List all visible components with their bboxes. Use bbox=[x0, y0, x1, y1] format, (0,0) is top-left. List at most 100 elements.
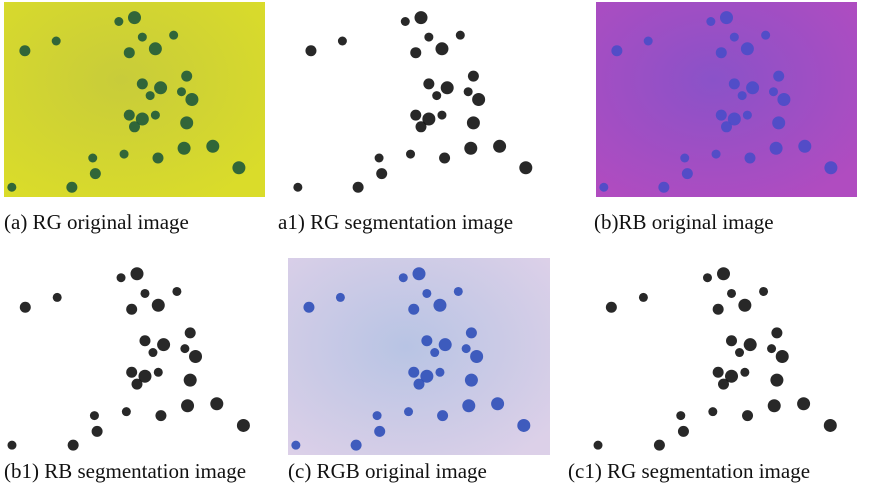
cell bbox=[432, 91, 441, 100]
cell bbox=[772, 116, 785, 129]
cell bbox=[767, 344, 776, 353]
cell bbox=[421, 335, 432, 346]
cell bbox=[416, 121, 427, 132]
cell bbox=[770, 374, 783, 387]
cell bbox=[169, 31, 178, 40]
cell bbox=[151, 111, 160, 120]
cell bbox=[152, 153, 163, 164]
cell bbox=[742, 410, 753, 421]
cell bbox=[140, 289, 149, 298]
cell bbox=[717, 267, 730, 280]
panel-caption: (c1) RG segmentation image bbox=[568, 459, 810, 483]
panel-image bbox=[590, 258, 857, 455]
cell bbox=[740, 368, 749, 377]
cell bbox=[68, 440, 79, 451]
cell bbox=[408, 367, 419, 378]
cell bbox=[410, 110, 421, 121]
cell bbox=[680, 154, 689, 163]
cell bbox=[120, 150, 129, 159]
figure-panel: (a) RG original image bbox=[4, 2, 265, 234]
cell bbox=[464, 87, 473, 96]
cell bbox=[374, 426, 385, 437]
cell bbox=[644, 37, 653, 46]
cell bbox=[180, 116, 193, 129]
cell bbox=[611, 45, 622, 56]
cell bbox=[351, 440, 362, 451]
panel-caption: a1) RG segmentation image bbox=[278, 210, 513, 234]
cell bbox=[126, 304, 137, 315]
cell bbox=[124, 47, 135, 58]
cell bbox=[178, 142, 191, 155]
cell bbox=[353, 182, 364, 193]
cell bbox=[713, 367, 724, 378]
cell bbox=[730, 33, 739, 42]
cell bbox=[491, 397, 504, 410]
cell bbox=[594, 441, 603, 450]
cell bbox=[152, 299, 165, 312]
cell bbox=[824, 161, 837, 174]
cell bbox=[129, 121, 140, 132]
cell bbox=[761, 31, 770, 40]
cell bbox=[720, 11, 733, 24]
cell bbox=[468, 71, 479, 82]
cell bbox=[713, 304, 724, 315]
cell bbox=[415, 11, 428, 24]
cell bbox=[703, 273, 712, 282]
cell bbox=[716, 47, 727, 58]
cell bbox=[114, 17, 123, 26]
cell bbox=[744, 153, 755, 164]
cell bbox=[66, 182, 77, 193]
cell bbox=[776, 350, 789, 363]
panel-caption: (b)RB original image bbox=[594, 210, 774, 234]
cell bbox=[727, 289, 736, 298]
cell bbox=[746, 81, 759, 94]
cell bbox=[413, 267, 426, 280]
cell bbox=[399, 273, 408, 282]
cell bbox=[437, 410, 448, 421]
cell bbox=[90, 168, 101, 179]
cell bbox=[126, 367, 137, 378]
cell bbox=[721, 121, 732, 132]
cell bbox=[678, 426, 689, 437]
cell bbox=[517, 419, 530, 432]
cell bbox=[139, 335, 150, 346]
cell bbox=[435, 368, 444, 377]
cell bbox=[706, 17, 715, 26]
cell bbox=[433, 299, 446, 312]
cell bbox=[305, 45, 316, 56]
figure-panel: (b)RB original image bbox=[594, 2, 857, 234]
cell bbox=[824, 419, 837, 432]
cell bbox=[744, 338, 757, 351]
cell bbox=[20, 302, 31, 313]
cell bbox=[184, 374, 197, 387]
cell bbox=[435, 42, 448, 55]
cell bbox=[131, 267, 144, 280]
cell bbox=[172, 287, 181, 296]
cell bbox=[606, 302, 617, 313]
cell bbox=[53, 293, 62, 302]
cell bbox=[404, 407, 413, 416]
cell bbox=[185, 327, 196, 338]
cell bbox=[738, 299, 751, 312]
cell bbox=[708, 407, 717, 416]
cell bbox=[472, 93, 485, 106]
cell bbox=[464, 142, 477, 155]
cell bbox=[437, 111, 446, 120]
cell bbox=[237, 419, 250, 432]
cell bbox=[293, 183, 302, 192]
cell bbox=[439, 153, 450, 164]
cell bbox=[423, 78, 434, 89]
panel-image bbox=[596, 2, 857, 197]
cell bbox=[406, 150, 415, 159]
cell bbox=[456, 31, 465, 40]
cell bbox=[493, 140, 506, 153]
cell bbox=[149, 42, 162, 55]
cell bbox=[770, 142, 783, 155]
panel-caption: (b1) RB segmentation image bbox=[4, 459, 246, 483]
panel-caption: (a) RG original image bbox=[4, 210, 189, 234]
cell bbox=[798, 140, 811, 153]
cell bbox=[676, 411, 685, 420]
cell bbox=[712, 150, 721, 159]
panel-image bbox=[288, 258, 550, 455]
cell bbox=[743, 111, 752, 120]
